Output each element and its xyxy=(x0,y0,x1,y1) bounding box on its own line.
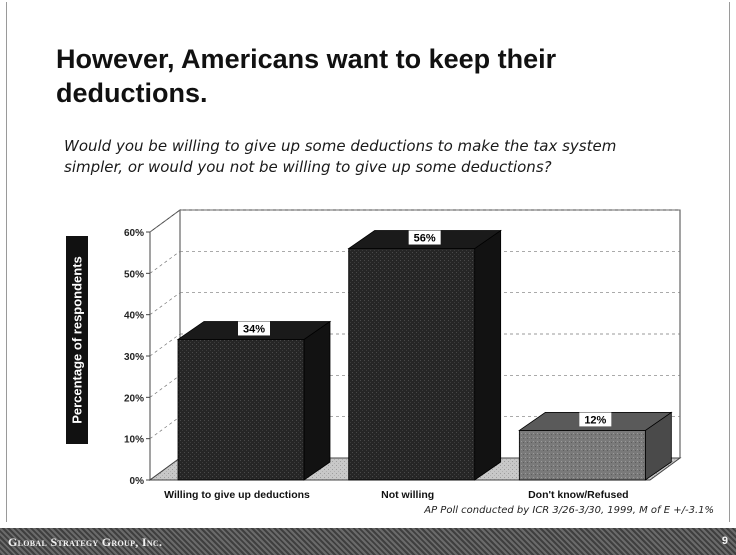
slide-frame xyxy=(6,2,730,522)
survey-question: Would you be willing to give up some ded… xyxy=(64,137,617,176)
x-axis-ticks: Willing to give up deductions Not willing… xyxy=(164,489,628,501)
footer-brand: Global Strategy Group, Inc. xyxy=(8,535,163,549)
gridline-side xyxy=(149,292,181,315)
y-axis-label-box: Percentage of respondents xyxy=(66,236,88,444)
data-label-box xyxy=(238,321,270,336)
y-tick-label: 30% xyxy=(124,352,144,363)
bar-front xyxy=(348,248,476,481)
bar-front xyxy=(177,339,305,481)
gridline-side xyxy=(149,251,181,274)
bar: 56% xyxy=(347,229,502,481)
y-tick-label: 0% xyxy=(130,476,145,487)
chart-bars: 34% 56% 12% xyxy=(176,229,673,481)
y-tick-label: 40% xyxy=(124,311,144,322)
bar: 12% xyxy=(518,411,673,481)
y-axis-ticks: 0% 10% 20% 30% 40% 50% 60% xyxy=(124,228,150,487)
y-tick-label: 50% xyxy=(124,269,144,280)
bar-side xyxy=(474,229,502,481)
footer-bar: Global Strategy Group, Inc. 9 xyxy=(0,528,736,555)
gridline-side xyxy=(149,209,181,233)
bar: 34% xyxy=(176,320,332,481)
gridline-side xyxy=(149,333,181,357)
bar-front xyxy=(518,429,646,481)
y-tick-label: 10% xyxy=(124,435,144,446)
y-tick-label: 60% xyxy=(124,228,144,239)
x-tick-label: Not willing xyxy=(381,489,434,501)
data-label: 12% xyxy=(584,414,606,426)
gridline-side xyxy=(149,416,181,439)
data-label-box xyxy=(579,412,612,427)
y-tick-label: 20% xyxy=(124,393,144,404)
x-tick-label: Don't know/Refused xyxy=(528,489,629,501)
gridline-side xyxy=(149,375,181,398)
page-number: 9 xyxy=(721,535,728,547)
data-label-box xyxy=(408,230,441,245)
slide-title: However, Americans want to keep their de… xyxy=(56,44,557,108)
bar-side xyxy=(303,320,331,481)
data-label: 56% xyxy=(414,233,436,245)
source-note: AP Poll conducted by ICR 3/26-3/30, 1999… xyxy=(424,505,714,516)
data-label: 34% xyxy=(243,323,265,335)
x-tick-label: Willing to give up deductions xyxy=(164,489,310,501)
